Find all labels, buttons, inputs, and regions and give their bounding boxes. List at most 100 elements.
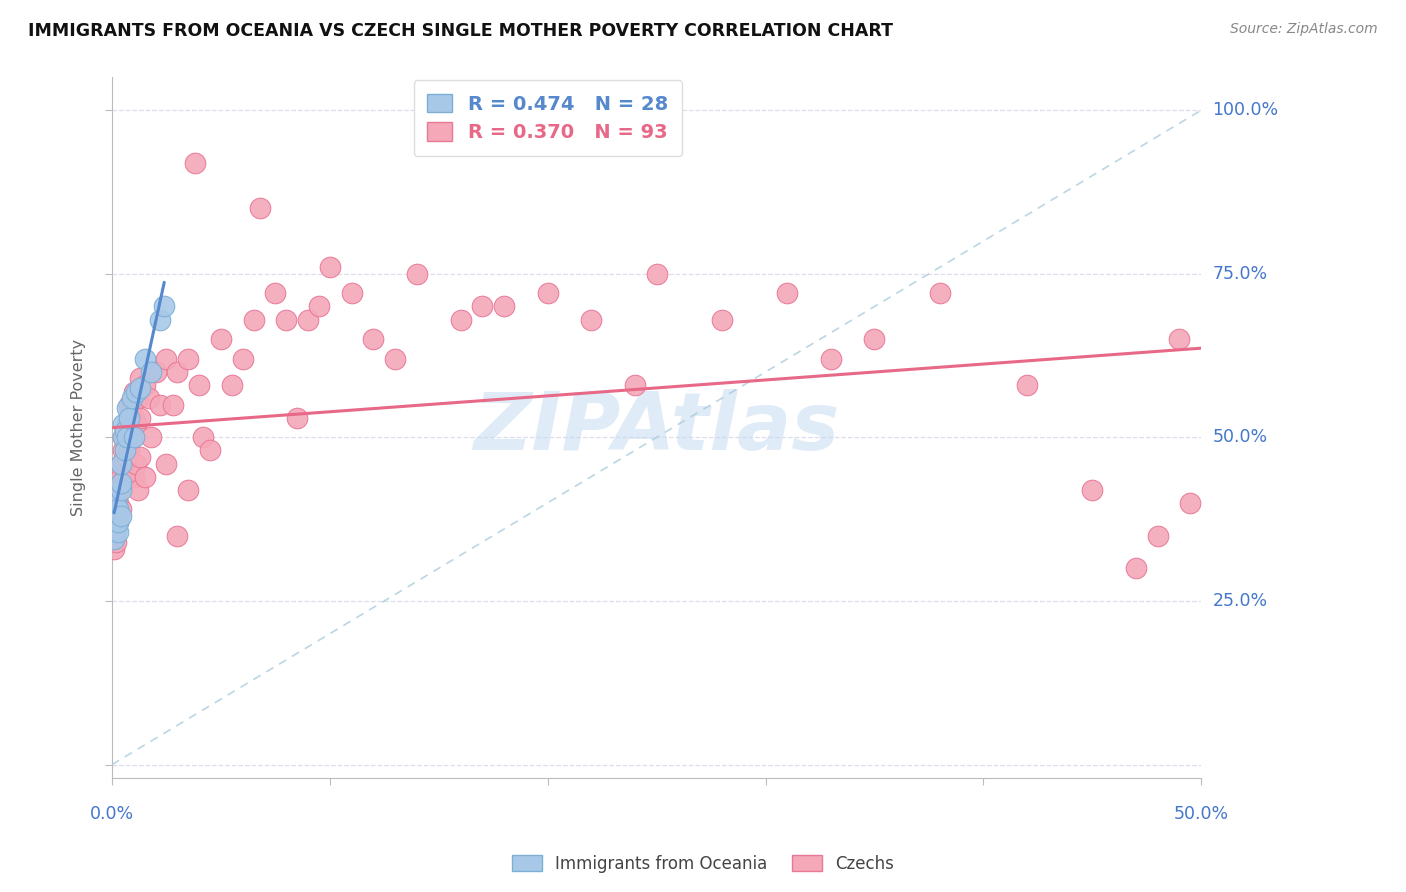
Point: [710, 312, 733, 326]
Point: [149, 312, 172, 326]
Point: [1180, 496, 1202, 510]
Point: [129, 381, 152, 395]
Legend: R = 0.474   N = 28, R = 0.370   N = 93: R = 0.474 N = 28, R = 0.370 N = 93: [413, 80, 682, 156]
Point: [155, 457, 177, 471]
Point: [125, 417, 148, 432]
Point: [111, 430, 134, 444]
Point: [1081, 483, 1104, 497]
Point: [776, 286, 799, 301]
Point: [114, 424, 136, 438]
Point: [110, 502, 132, 516]
Point: [110, 457, 132, 471]
Point: [115, 430, 138, 444]
Point: [103, 522, 125, 536]
Point: [115, 401, 138, 415]
Point: [122, 410, 145, 425]
Point: [177, 483, 200, 497]
Text: 0.0%: 0.0%: [90, 805, 134, 823]
Text: 50.0%: 50.0%: [1212, 428, 1268, 446]
Point: [118, 469, 141, 483]
Point: [125, 384, 148, 399]
Point: [928, 286, 950, 301]
Point: [127, 483, 149, 497]
Point: [537, 286, 560, 301]
Point: [297, 312, 319, 326]
Point: [121, 430, 143, 444]
Point: [103, 532, 125, 546]
Point: [645, 267, 668, 281]
Point: [285, 410, 308, 425]
Point: [105, 522, 128, 536]
Point: [107, 483, 129, 497]
Point: [129, 410, 152, 425]
Point: [111, 443, 134, 458]
Point: [111, 417, 134, 432]
Point: [581, 312, 603, 326]
Point: [105, 496, 128, 510]
Point: [122, 469, 145, 483]
Point: [406, 267, 429, 281]
Point: [249, 202, 271, 216]
Point: [363, 332, 385, 346]
Point: [209, 332, 232, 346]
Point: [129, 371, 152, 385]
Y-axis label: Single Mother Poverty: Single Mother Poverty: [72, 339, 86, 516]
Point: [105, 522, 128, 536]
Point: [115, 417, 138, 432]
Point: [122, 430, 145, 444]
Point: [166, 528, 188, 542]
Point: [221, 378, 243, 392]
Point: [110, 469, 132, 483]
Point: [1015, 378, 1038, 392]
Point: [110, 483, 132, 497]
Point: [155, 351, 177, 366]
Point: [319, 260, 342, 275]
Point: [122, 384, 145, 399]
Point: [105, 476, 128, 491]
Point: [110, 508, 132, 523]
Point: [114, 430, 136, 444]
Point: [242, 312, 264, 326]
Point: [141, 430, 163, 444]
Point: [863, 332, 886, 346]
Point: [105, 508, 128, 523]
Point: [471, 300, 494, 314]
Point: [115, 430, 138, 444]
Text: 50.0%: 50.0%: [1174, 805, 1229, 823]
Text: 25.0%: 25.0%: [1212, 592, 1268, 610]
Point: [198, 443, 221, 458]
Point: [110, 457, 132, 471]
Point: [145, 365, 167, 379]
Point: [103, 516, 125, 530]
Point: [153, 300, 176, 314]
Point: [107, 502, 129, 516]
Point: [141, 365, 163, 379]
Point: [193, 430, 215, 444]
Point: [107, 516, 129, 530]
Point: [114, 443, 136, 458]
Point: [624, 378, 647, 392]
Point: [1125, 561, 1147, 575]
Text: IMMIGRANTS FROM OCEANIA VS CZECH SINGLE MOTHER POVERTY CORRELATION CHART: IMMIGRANTS FROM OCEANIA VS CZECH SINGLE …: [28, 22, 893, 40]
Point: [110, 476, 132, 491]
Point: [105, 496, 128, 510]
Point: [107, 496, 129, 510]
Point: [276, 312, 298, 326]
Point: [103, 541, 125, 556]
Point: [114, 469, 136, 483]
Point: [166, 365, 188, 379]
Point: [1146, 528, 1168, 542]
Point: [121, 391, 143, 405]
Point: [111, 476, 134, 491]
Point: [1168, 332, 1191, 346]
Point: [110, 476, 132, 491]
Point: [107, 516, 129, 530]
Point: [103, 525, 125, 540]
Point: [107, 463, 129, 477]
Point: [118, 398, 141, 412]
Point: [232, 351, 254, 366]
Point: [115, 450, 138, 464]
Point: [264, 286, 287, 301]
Point: [107, 525, 129, 540]
Point: [450, 312, 472, 326]
